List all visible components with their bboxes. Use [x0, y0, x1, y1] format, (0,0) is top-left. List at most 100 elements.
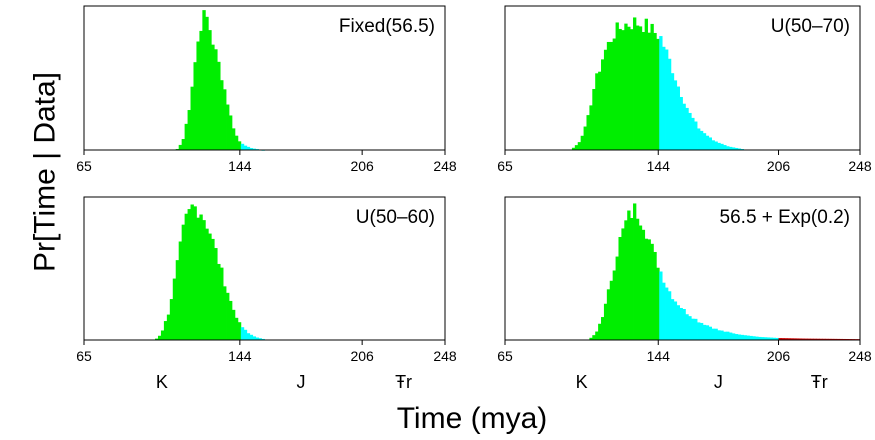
histogram-bar: [705, 325, 710, 340]
histogram-bar: [240, 327, 245, 340]
period-label-tr: Ŧr: [811, 372, 828, 392]
histogram-bar: [644, 238, 648, 340]
histogram-bar: [166, 314, 171, 340]
histogram-bar: [193, 62, 197, 150]
histogram-bar: [630, 217, 634, 340]
histogram-bar: [694, 318, 698, 340]
histogram-bar: [592, 335, 596, 340]
plot-frame: [83, 5, 446, 151]
histogram-bar: [801, 338, 806, 340]
histogram-bar: [699, 322, 704, 340]
histogram-bar: [261, 338, 265, 340]
histogram-bar: [202, 220, 206, 340]
histogram-bar: [603, 49, 608, 151]
histogram-bar: [769, 337, 774, 340]
histogram-bar: [819, 338, 823, 340]
histogram-bar: [813, 338, 817, 340]
panel-title: Fixed(56.5): [339, 16, 435, 37]
histogram-bar: [246, 333, 251, 340]
histogram-bar: [638, 225, 643, 340]
histogram-bar: [685, 314, 689, 340]
histogram-bar: [624, 220, 628, 340]
histogram-bar: [775, 337, 779, 340]
histogram-bar: [694, 121, 698, 150]
histogram-bar: [574, 145, 579, 150]
period-label-j: J: [714, 372, 723, 392]
period-label-j: J: [296, 372, 305, 392]
histogram-bar: [633, 203, 637, 340]
histogram-bar: [243, 145, 248, 150]
panel-title: U(50–60): [356, 207, 435, 228]
histogram-bar: [670, 73, 675, 150]
histogram-panel: 65 144 206 248 U(50–60) K J Ŧr: [76, 196, 457, 392]
histogram-bar: [595, 331, 599, 340]
histogram-bar: [842, 338, 846, 340]
x-tick-label: 65: [76, 348, 92, 364]
histogram-bar: [592, 88, 596, 150]
histogram-bar: [647, 239, 651, 340]
histogram-bar: [825, 338, 829, 340]
x-tick-label: 206: [767, 158, 791, 174]
histogram-bar: [691, 318, 695, 340]
histogram-bar: [618, 236, 622, 340]
histogram-bar: [656, 267, 660, 340]
histogram-bar: [659, 271, 663, 340]
histogram-bar: [737, 148, 742, 150]
histogram-bar: [816, 338, 820, 340]
histogram-bar: [665, 287, 669, 340]
histogram-bar: [714, 328, 718, 340]
histogram-bar: [790, 338, 794, 340]
histogram-bar: [638, 26, 643, 150]
histogram-bar: [181, 139, 186, 150]
histogram-bar: [630, 29, 634, 150]
histogram-bar: [662, 282, 666, 340]
histogram-bar: [731, 333, 736, 340]
histogram-bar: [641, 229, 646, 340]
histogram-bar: [729, 332, 733, 340]
histogram-bar: [688, 316, 692, 340]
histogram-bar: [615, 256, 619, 340]
histogram-bar: [231, 309, 236, 340]
histogram-bar: [603, 303, 608, 340]
histogram-panel: 65 144 206 248 56.5 + Exp(0.2) K J Ŧr: [497, 196, 872, 392]
x-tick-label: 206: [350, 158, 374, 174]
histogram-bar: [595, 73, 599, 150]
histogram-bar: [258, 338, 262, 340]
histogram-bar: [758, 336, 762, 340]
histogram-bar: [577, 142, 582, 150]
histogram-bar: [714, 141, 718, 150]
histogram-bar: [665, 49, 669, 150]
histogram-bar: [702, 324, 707, 340]
histogram-bar: [679, 96, 683, 150]
histogram-bar: [827, 338, 832, 340]
histogram-bar: [691, 117, 695, 150]
period-label-k: K: [156, 372, 168, 392]
histogram-bar: [220, 267, 224, 340]
histogram-bar: [255, 337, 259, 340]
histogram-bar: [656, 38, 660, 150]
histogram-bar: [708, 137, 712, 150]
histogram-bar: [199, 214, 203, 340]
histogram-bar: [609, 280, 614, 340]
histogram-bar: [778, 338, 782, 340]
x-tick-label: 248: [433, 348, 457, 364]
histogram-bar: [571, 147, 576, 150]
histogram-bar: [673, 301, 678, 340]
x-tick-label: 65: [76, 158, 92, 174]
histogram-bar: [202, 10, 206, 150]
histogram-bar: [249, 334, 254, 340]
histogram-bar: [237, 141, 242, 150]
histogram-bar: [228, 115, 233, 150]
histogram-bar: [731, 147, 736, 150]
histogram-bar: [217, 263, 221, 340]
histogram-bar: [223, 286, 227, 340]
histogram-panel: 65 144 206 248 Fixed(56.5): [76, 5, 457, 174]
histogram-bar: [653, 32, 657, 151]
histogram-bar: [196, 217, 200, 340]
plot-frame: [83, 196, 446, 341]
histogram-bar: [621, 30, 625, 151]
histogram-bar: [804, 338, 809, 340]
histogram-bar: [193, 206, 197, 340]
histogram-bar: [647, 32, 651, 150]
